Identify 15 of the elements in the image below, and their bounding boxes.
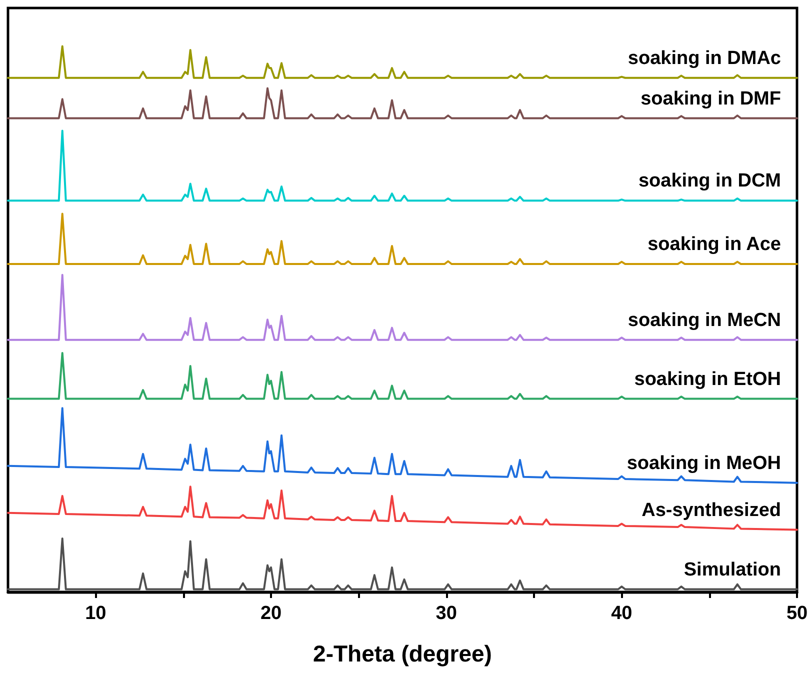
series-label: soaking in EtOH [634,368,781,390]
series-label: soaking in DCM [638,170,781,192]
x-tick-label: 50 [786,603,808,624]
series-label: soaking in Ace [648,234,781,255]
x-axis-title: 2-Theta (degree) [313,640,492,666]
x-tick-label: 30 [436,603,457,624]
series-label: soaking in DMF [640,88,781,110]
series-label: soaking in MeOH [626,452,781,474]
series-label: soaking in DMAc [628,48,782,69]
x-tick-label: 40 [611,603,632,624]
series-label: Simulation [684,559,781,580]
x-tick-label: 20 [260,603,282,624]
series-label: soaking in MeCN [628,310,781,331]
x-tick-label: 10 [85,603,106,624]
series-label: As-synthesized [642,500,781,521]
